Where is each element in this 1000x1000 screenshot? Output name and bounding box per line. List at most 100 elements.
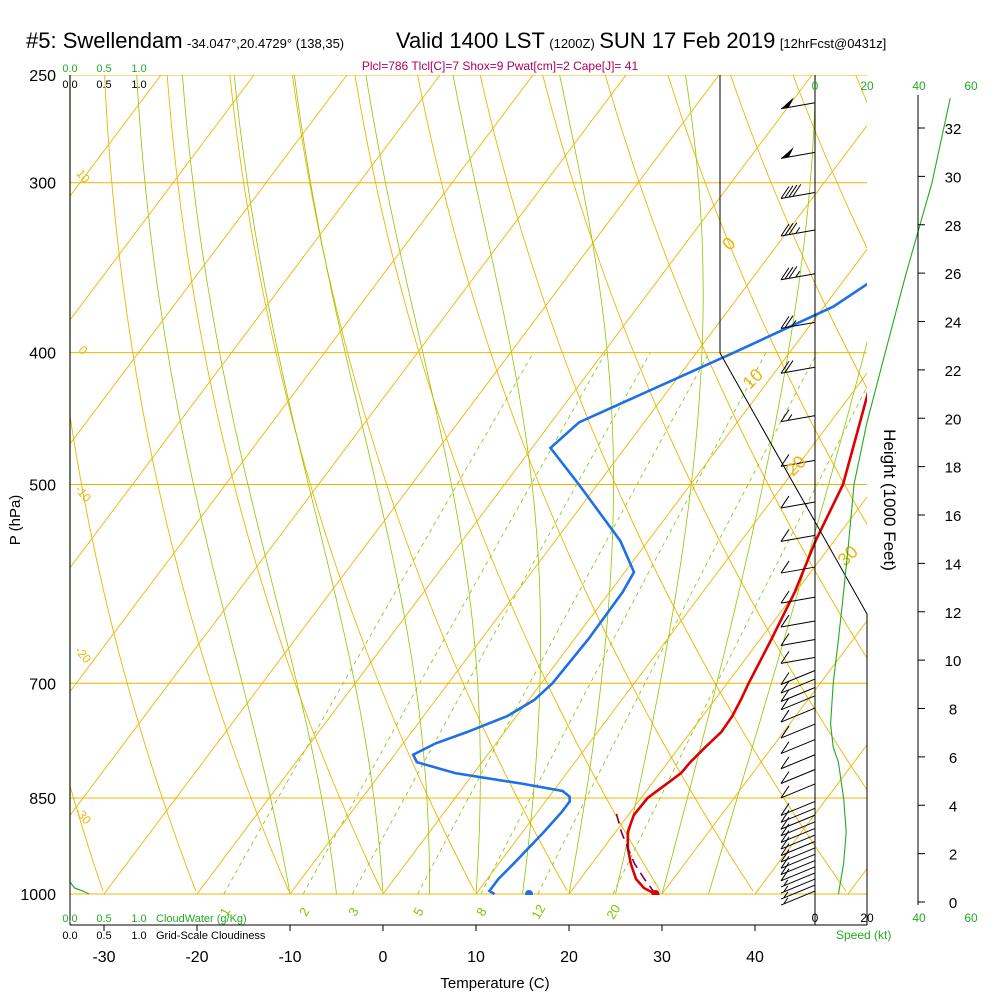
temperature-tick-label: 20: [560, 949, 578, 966]
height-axis-label: Height (1000 Feet): [880, 429, 899, 571]
wind-barb: [780, 315, 816, 329]
wind-barb: [780, 860, 816, 876]
wind-barb: [780, 814, 816, 830]
height-tick-label: 26: [945, 266, 962, 283]
dry-adiabat: [70, 412, 197, 892]
wind-barb: [780, 841, 816, 856]
wind-barb: [780, 651, 816, 664]
temperature-tick-label: 30: [653, 949, 671, 966]
height-tick-label: 24: [945, 315, 962, 332]
height-tick-label: 20: [945, 411, 962, 428]
speed-tick-top: 60: [964, 79, 978, 93]
speed-tick-bottom: 60: [964, 911, 978, 925]
dry-adiabat: [291, 75, 568, 892]
isotherm: [568, 496, 867, 895]
mixing-ratio-label: 3: [345, 905, 362, 919]
dry-adiabat-label: -20: [72, 644, 94, 667]
height-tick-label: 14: [945, 556, 962, 573]
moist-adiabat: [365, 75, 481, 895]
moist-adiabat: [452, 75, 541, 895]
wind-barb: [780, 783, 816, 799]
cloud-water-tick: 0.5: [96, 63, 111, 75]
wind-barb: [780, 97, 816, 110]
wind-barb: [780, 872, 816, 888]
speed-tick-bottom: 40: [912, 911, 926, 925]
speed-tick-bottom: 20: [860, 911, 874, 925]
speed-label: Speed (kt): [836, 928, 891, 942]
wind-barb: [780, 670, 816, 685]
pressure-tick-label: 400: [29, 346, 56, 363]
wind-barb: [780, 495, 816, 509]
dry-adiabat: [542, 75, 867, 791]
wind-barb: [780, 266, 816, 281]
height-tick-label: 18: [945, 460, 962, 477]
cloud-water-tick: 0.0: [62, 63, 77, 75]
pressure-tick-label: 850: [29, 791, 56, 808]
cloudiness-tick: 1.0: [131, 79, 146, 91]
wind-barb: [780, 409, 816, 423]
temperature-tick-label: 10: [467, 949, 485, 966]
mixing-ratio-label: 20: [603, 902, 623, 922]
cloudiness-tick: 0.0: [62, 930, 77, 942]
cloudiness-tick: 0.0: [62, 79, 77, 91]
moist-adiabat: [293, 75, 430, 894]
isotherm: [70, 75, 348, 445]
moist-adiabat: [559, 75, 614, 895]
mixing-ratio-line: [417, 352, 710, 895]
cloud-water-tick: 0.0: [62, 913, 77, 925]
mixing-ratio-label: 8: [473, 905, 490, 919]
utc-label: (1200Z): [549, 36, 595, 51]
dry-adiabat: [354, 75, 661, 892]
wind-barb: [780, 834, 816, 850]
temperature-tick-label: 40: [746, 949, 764, 966]
surface-dewpoint-marker: [525, 890, 534, 895]
speed-tick-top: 40: [912, 79, 926, 93]
dry-adiabat: [667, 75, 867, 526]
mixing-ratio-label: 12: [528, 902, 548, 922]
height-tick-label: 16: [945, 508, 962, 525]
cloud-water-tick: 1.0: [131, 913, 146, 925]
wind-barb: [780, 707, 816, 723]
height-tick-label: 12: [945, 605, 962, 622]
dry-adiabat: [792, 75, 867, 250]
station-name: #5: Swellendam: [26, 28, 183, 53]
wind-barb: [780, 633, 816, 646]
dry-adiabat: [981, 75, 1000, 891]
speed-tick-bottom: 0: [812, 911, 819, 925]
valid-label: Valid 1400 LST: [396, 28, 545, 53]
wind-barb: [780, 828, 816, 843]
station-coords: -34.047°,20.4729° (138,35): [187, 36, 345, 51]
wind-speed-line: [830, 98, 951, 895]
dry-adiabat-label: 0: [76, 343, 91, 357]
wind-barb: [780, 360, 816, 374]
dry-adiabat-label: -10: [72, 482, 94, 505]
date-label: SUN 17 Feb 2019: [599, 28, 776, 53]
pressure-tick-label: 300: [29, 176, 56, 193]
wind-barb: [780, 890, 816, 906]
height-tick-label: 32: [945, 121, 962, 138]
dry-adiabat: [604, 75, 867, 659]
surface-temperature-marker: [651, 890, 660, 895]
dry-adiabat: [918, 75, 1000, 891]
valid-time: Valid 1400 LST (1200Z) SUN 17 Feb 2019 […: [396, 30, 886, 52]
mixing-ratio-line: [223, 352, 534, 895]
height-tick-label: 2: [949, 847, 957, 864]
speed-tick-top: 20: [860, 79, 874, 93]
wind-barb: [780, 184, 816, 199]
moist-adiabat: [708, 341, 867, 895]
pressure-tick-label: 1000: [20, 887, 56, 904]
x-axis-label: Temperature (C): [440, 975, 549, 992]
isotherm: [661, 620, 867, 895]
isotherm: [754, 744, 867, 895]
mixing-ratio-label: 5: [410, 905, 427, 919]
moist-adiabat: [136, 75, 291, 895]
wind-barb: [780, 769, 816, 784]
header: #5: Swellendam -34.047°,20.4729° (138,35…: [26, 30, 344, 52]
background-grid: [70, 75, 1000, 895]
isotherm: [70, 75, 255, 321]
dry-adiabat: [166, 75, 383, 892]
